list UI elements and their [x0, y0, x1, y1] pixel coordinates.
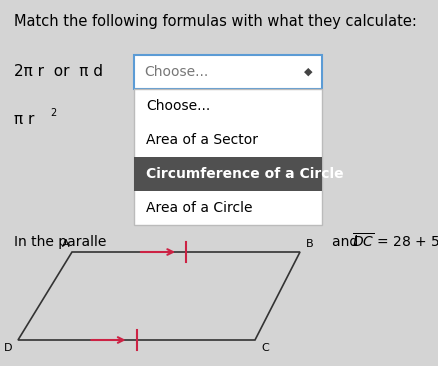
Bar: [134, 55, 322, 89]
Bar: [134, 157, 322, 191]
Text: ◆: ◆: [304, 67, 312, 77]
Text: π r: π r: [14, 112, 34, 127]
Text: D: D: [4, 343, 12, 353]
Text: Choose...: Choose...: [144, 65, 208, 79]
Text: Match the following formulas with what they calculate:: Match the following formulas with what t…: [14, 14, 417, 29]
Text: 2: 2: [50, 108, 56, 118]
Text: Area of a Circle: Area of a Circle: [146, 201, 252, 215]
Text: and: and: [332, 235, 367, 249]
Text: $\overline{DC}$ = 28 + 5y.: $\overline{DC}$ = 28 + 5y.: [352, 232, 438, 252]
Text: Area of a Sector: Area of a Sector: [146, 133, 258, 147]
Text: A: A: [62, 239, 70, 249]
Text: 2π r  or  π d: 2π r or π d: [14, 64, 103, 79]
Text: B: B: [306, 239, 314, 249]
Text: C: C: [261, 343, 269, 353]
Text: Circumference of a Circle: Circumference of a Circle: [146, 167, 344, 181]
Bar: [134, 89, 322, 225]
Text: Choose...: Choose...: [146, 99, 210, 113]
Text: In the paralle: In the paralle: [14, 235, 106, 249]
